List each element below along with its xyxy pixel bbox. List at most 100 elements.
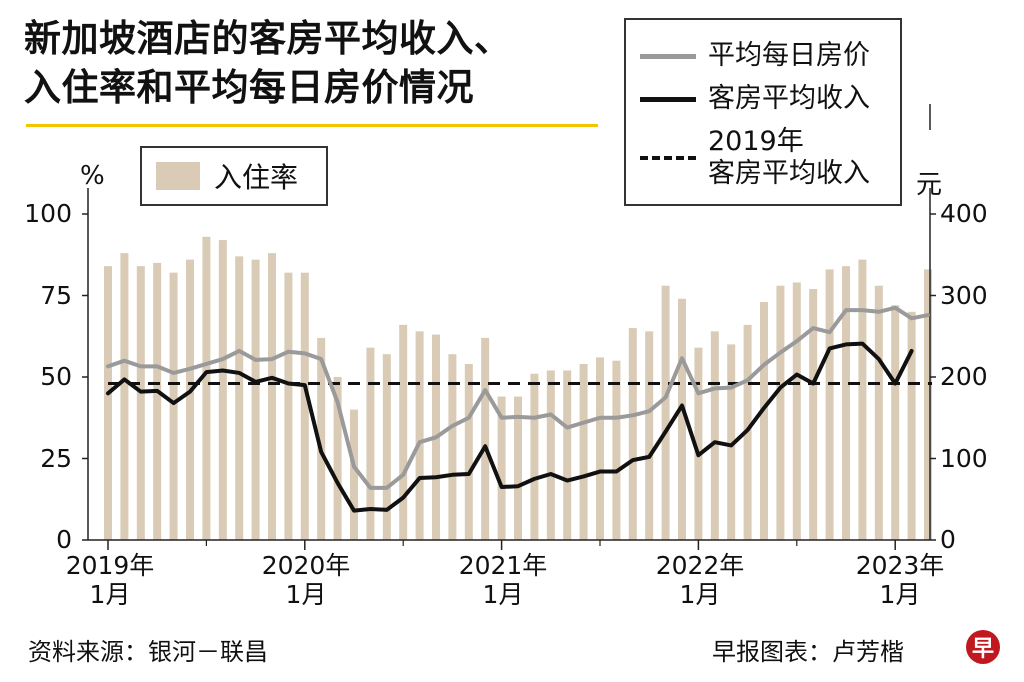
left-tick-label: 75 bbox=[40, 281, 72, 310]
occupancy-bar bbox=[645, 331, 654, 540]
zaobao-logo: 早 bbox=[966, 630, 1000, 664]
occupancy-bar bbox=[399, 324, 408, 540]
occupancy-bar bbox=[612, 360, 621, 540]
left-tick-label: 25 bbox=[40, 444, 72, 473]
x-tick-label: 2021年 1月 bbox=[448, 551, 558, 609]
legend-swatch-adr bbox=[640, 53, 696, 59]
occupancy-bar bbox=[858, 259, 867, 540]
credit-note: 早报图表：卢芳楷 bbox=[712, 638, 904, 666]
occupancy-bar bbox=[530, 373, 539, 540]
occupancy-bar bbox=[415, 331, 424, 540]
occupancy-bar bbox=[251, 259, 260, 540]
legend-swatch-occupancy bbox=[156, 162, 200, 190]
legend-label-adr: 平均每日房价 bbox=[708, 40, 870, 71]
occupancy-bar bbox=[628, 328, 637, 540]
x-tick-month: 1月 bbox=[285, 580, 327, 609]
occupancy-bar bbox=[153, 262, 162, 540]
title-underline bbox=[26, 124, 598, 127]
occupancy-bar bbox=[809, 288, 818, 540]
occupancy-bar bbox=[448, 354, 457, 540]
legend-item-adr: 平均每日房价 bbox=[640, 40, 870, 72]
legend-swatch-baseline bbox=[640, 156, 696, 160]
line-legend: 平均每日房价 客房平均收入 2019年 客房平均收入 bbox=[624, 18, 902, 206]
legend-label-baseline-line2: 客房平均收入 bbox=[708, 158, 870, 189]
x-tick-month: 1月 bbox=[89, 580, 131, 609]
occupancy-bar bbox=[727, 344, 736, 540]
occupancy-bar bbox=[661, 285, 670, 540]
x-tick-year: 2019年 bbox=[65, 551, 155, 580]
left-tick-label: 100 bbox=[24, 199, 72, 228]
occupancy-bar bbox=[235, 256, 244, 540]
x-tick-year: 2023年 bbox=[855, 551, 945, 580]
left-tick-label: 0 bbox=[56, 525, 72, 554]
occupancy-bar bbox=[596, 357, 604, 540]
revpar-series-line bbox=[106, 341, 914, 513]
left-tick-label: 50 bbox=[40, 362, 72, 391]
occupancy-bar bbox=[546, 370, 555, 540]
chart-title: 新加坡酒店的客房平均收入、 入住率和平均每日房价情况 bbox=[24, 14, 624, 112]
x-tick-year: 2021年 bbox=[458, 551, 548, 580]
occupancy-bar bbox=[120, 253, 129, 540]
occupancy-bar bbox=[776, 285, 785, 540]
occupancy-bar bbox=[497, 396, 506, 540]
occupancy-bar bbox=[760, 302, 768, 540]
occupancy-bar bbox=[317, 337, 326, 540]
x-tick-year: 2020年 bbox=[261, 551, 351, 580]
legend-label-occupancy: 入住率 bbox=[214, 161, 299, 194]
occupancy-bar bbox=[333, 377, 342, 540]
occupancy-bar bbox=[136, 266, 145, 540]
x-tick-month: 1月 bbox=[482, 580, 524, 609]
occupancy-bar bbox=[464, 363, 473, 540]
occupancy-bar bbox=[842, 266, 850, 540]
occupancy-bar bbox=[169, 272, 178, 540]
right-tick-label: 300 bbox=[940, 281, 988, 310]
occupancy-bar bbox=[678, 298, 686, 540]
occupancy-bar bbox=[694, 347, 703, 540]
adr-series-line bbox=[106, 305, 930, 490]
right-tick-label: 200 bbox=[940, 362, 988, 391]
occupancy-bar bbox=[874, 285, 883, 540]
x-tick-label: 2019年 1月 bbox=[55, 551, 165, 609]
legend-swatch-revpar bbox=[640, 96, 696, 102]
x-tick-month: 1月 bbox=[879, 580, 921, 609]
occupancy-bar bbox=[907, 311, 916, 540]
occupancy-bar bbox=[710, 331, 719, 540]
occupancy-bar bbox=[514, 396, 522, 540]
x-tick-label: 2022年 1月 bbox=[645, 551, 755, 609]
x-tick-label: 2023年 1月 bbox=[845, 551, 955, 609]
occupancy-bar bbox=[481, 337, 490, 540]
occupancy-bar bbox=[104, 266, 112, 540]
right-tick-label: 0 bbox=[940, 525, 956, 554]
occupancy-bar bbox=[579, 363, 588, 540]
right-tick-label: 100 bbox=[940, 444, 988, 473]
occupancy-bar bbox=[891, 305, 900, 540]
occupancy-bar bbox=[300, 272, 309, 540]
legend-label-baseline-line1: 2019年 bbox=[708, 126, 804, 157]
x-tick-label: 2020年 1月 bbox=[251, 551, 361, 609]
right-tick-label: 400 bbox=[940, 199, 988, 228]
legend-item-baseline: 2019年 客房平均收入 bbox=[640, 126, 870, 190]
source-note: 资料来源：银河－联昌 bbox=[28, 638, 268, 666]
occupancy-legend: 入住率 bbox=[140, 146, 328, 206]
occupancy-bar bbox=[218, 240, 227, 540]
legend-item-revpar: 客房平均收入 bbox=[640, 83, 870, 115]
occupancy-bar bbox=[350, 409, 358, 540]
occupancy-bar bbox=[202, 236, 211, 540]
occupancy-bar bbox=[792, 282, 801, 540]
occupancy-bar bbox=[924, 269, 932, 540]
chart-title-line-2: 入住率和平均每日房价情况 bbox=[24, 66, 474, 109]
occupancy-bar bbox=[284, 272, 293, 540]
left-axis-unit: % bbox=[80, 161, 105, 191]
right-axis-unit: 元 bbox=[916, 170, 943, 200]
chart-title-line-1: 新加坡酒店的客房平均收入、 bbox=[24, 17, 512, 60]
occupancy-bar bbox=[825, 269, 834, 540]
occupancy-bar bbox=[382, 354, 391, 540]
legend-label-revpar: 客房平均收入 bbox=[708, 83, 870, 114]
occupancy-bar bbox=[186, 259, 194, 540]
occupancy-bar bbox=[563, 370, 572, 540]
occupancy-bar bbox=[366, 347, 375, 540]
x-tick-year: 2022年 bbox=[655, 551, 745, 580]
occupancy-bar bbox=[268, 253, 276, 540]
x-tick-month: 1月 bbox=[679, 580, 721, 609]
